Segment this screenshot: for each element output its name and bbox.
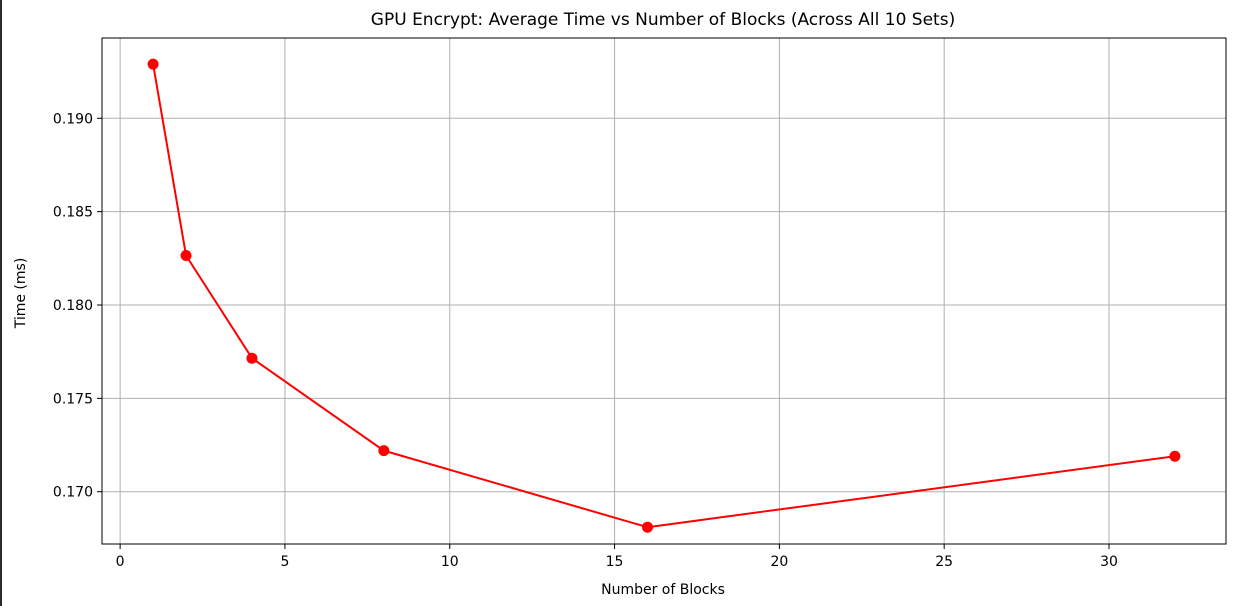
y-axis-label: Time (ms) [13, 258, 29, 330]
data-point-marker [378, 445, 390, 457]
chart-title: GPU Encrypt: Average Time vs Number of B… [371, 10, 955, 30]
x-tick-label: 25 [935, 554, 953, 570]
x-axis-label: Number of Blocks [601, 582, 725, 598]
x-tick-label: 5 [280, 554, 289, 570]
y-tick-label: 0.185 [53, 205, 93, 221]
x-tick-label: 0 [116, 554, 125, 570]
series-line [152, 63, 1176, 529]
plot-frame [101, 37, 1227, 545]
data-point-marker [1169, 450, 1181, 462]
window-left-border [0, 0, 2, 606]
x-tick-label: 15 [606, 554, 624, 570]
data-point-marker [246, 352, 258, 364]
series-layer [147, 58, 1181, 533]
y-tick-label: 0.170 [53, 485, 93, 501]
grid-lines [102, 38, 1226, 544]
x-tick-label: 20 [770, 554, 788, 570]
data-point-marker [180, 250, 192, 262]
y-axis-ticks: 0.170 0.175 0.180 0.185 0.190 [53, 111, 102, 501]
x-tick-label: 30 [1100, 554, 1118, 570]
data-point-marker [642, 521, 654, 533]
y-tick-label: 0.190 [53, 111, 93, 127]
y-tick-label: 0.175 [53, 391, 93, 407]
x-tick-label: 10 [441, 554, 459, 570]
x-axis-ticks: 0 5 10 15 20 25 30 [116, 544, 1118, 570]
data-point-marker [147, 58, 159, 70]
y-tick-label: 0.180 [53, 298, 93, 314]
